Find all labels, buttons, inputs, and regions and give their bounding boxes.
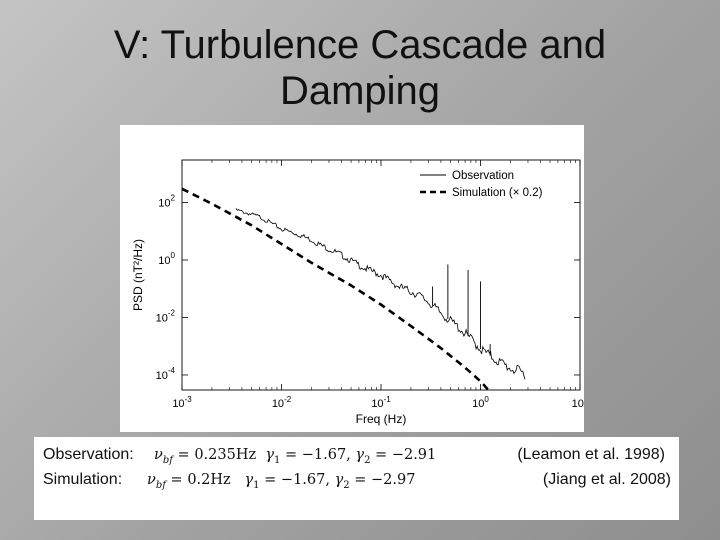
y-tick-label: 102 bbox=[158, 193, 175, 209]
simulation-row: Simulation: νbf = 0.2Hz γ1 = −1.67, γ2 = … bbox=[43, 471, 415, 491]
simulation-label: Simulation: bbox=[43, 471, 123, 488]
x-tick-label: 10-1 bbox=[371, 395, 391, 410]
y-tick-label: 10-4 bbox=[156, 366, 176, 382]
observation-equation: νbf = 0.235Hz γ1 = −1.67, γ2 = −2.91 bbox=[154, 447, 437, 466]
simulation-gamma1: −1.67, bbox=[280, 472, 330, 488]
psd-chart: Observation Simulation (× 0.2) 10-3 10-2 10… bbox=[131, 159, 584, 426]
observation-label: Observation: bbox=[43, 446, 134, 463]
y-tick-label: 100 bbox=[158, 251, 175, 267]
simulation-reference: (Jiang et al. 2008) bbox=[542, 471, 671, 488]
observation-series-line bbox=[235, 208, 526, 380]
x-tick-label: 10-3 bbox=[172, 395, 192, 410]
observation-gamma1: −1.67, bbox=[301, 447, 351, 463]
x-tick-label: 100 bbox=[472, 395, 489, 410]
simulation-gamma2: −2.97 bbox=[371, 472, 416, 488]
observation-break-freq: 0.235Hz bbox=[194, 447, 257, 463]
simulation-series-line bbox=[181, 187, 490, 391]
y-tick-label: 10-2 bbox=[156, 308, 176, 324]
psd-chart-panel: Observation Simulation (× 0.2) 10-3 10-2 10… bbox=[120, 125, 584, 432]
simulation-equation: νbf = 0.2Hz γ1 = −1.67, γ2 = −2.97 bbox=[147, 472, 416, 491]
legend-observation-label: Observation bbox=[452, 170, 514, 182]
simulation-break-freq: 0.2Hz bbox=[187, 472, 231, 488]
x-tick-label: 10-2 bbox=[272, 395, 292, 410]
observation-gamma2: −2.91 bbox=[391, 447, 437, 463]
y-axis-label: PSD (nT²/Hz) bbox=[131, 239, 145, 311]
fit-parameters-box: Observation: νbf = 0.235Hz γ1 = −1.67, γ2… bbox=[34, 437, 679, 520]
slide-title-line2: Damping bbox=[279, 69, 441, 113]
legend-simulation-label: Simulation (× 0.2) bbox=[452, 187, 543, 199]
observation-reference: (Leamon et al. 1998) bbox=[517, 446, 665, 463]
x-tick-label: 101 bbox=[572, 395, 584, 410]
observation-row: Observation: νbf = 0.235Hz γ1 = −1.67, γ2… bbox=[43, 446, 436, 466]
slide-title-line1: V: Turbulence Cascade and bbox=[113, 23, 607, 67]
x-axis-label: Freq (Hz) bbox=[356, 412, 407, 426]
slide-title: V: Turbulence Cascade and Damping bbox=[0, 22, 720, 114]
